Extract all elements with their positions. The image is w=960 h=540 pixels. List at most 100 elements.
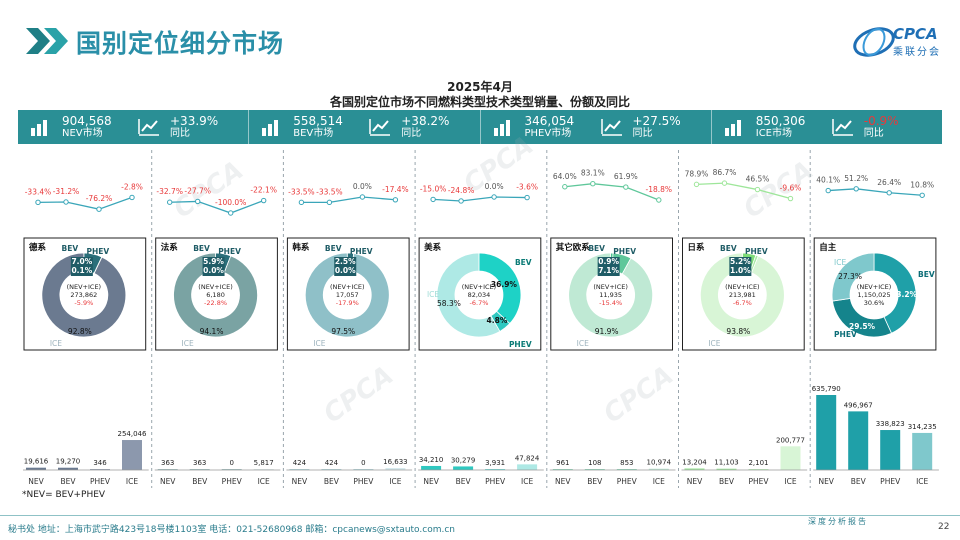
x-tick-label: NEV [292, 477, 308, 486]
growth-label: 78.9% [685, 169, 709, 178]
x-tick-label: BEV [851, 477, 867, 486]
volume-label: 338,823 [876, 420, 905, 428]
volume-label: 16,633 [383, 458, 408, 466]
growth-point [326, 199, 333, 206]
volume-label: 5,817 [254, 459, 274, 467]
volume-bar [880, 430, 901, 470]
x-tick-label: ICE [389, 477, 401, 486]
x-tick-label: BEV [60, 477, 76, 486]
x-tick-label: ICE [653, 477, 665, 486]
volume-label: 10,974 [647, 459, 672, 467]
share-label: 29.5% [849, 322, 876, 331]
growth-label: 61.9% [614, 172, 638, 181]
donut-center-caption: (NEV+ICE) [198, 283, 233, 291]
x-tick-label: BEV [324, 477, 340, 486]
growth-point [129, 194, 135, 201]
x-tick-label: BEV [192, 477, 208, 486]
kpi-label: PHEV市场 [524, 127, 572, 139]
volume-label: 0 [229, 459, 233, 467]
segment-label-phev: PHEV [509, 340, 532, 349]
volume-label: 424 [293, 459, 307, 467]
growth-point [298, 199, 305, 206]
growth-line [696, 182, 791, 200]
volume-label: 0 [361, 459, 365, 467]
growth-point [754, 186, 761, 193]
donut-segment [873, 252, 917, 334]
growth-point [886, 190, 892, 196]
bar-chart-icon [31, 120, 47, 136]
segment-label-phev: PHEV [218, 247, 241, 256]
growth-label: -33.4% [25, 187, 52, 196]
growth-point [458, 198, 464, 204]
donut-segment [478, 252, 522, 325]
segment-label-bev: BEV [720, 244, 737, 253]
donut-center-total: 11,935 [599, 291, 622, 299]
share-label: 27.3% [838, 272, 862, 281]
share-label: 5.2% [730, 257, 751, 266]
volume-label: 19,616 [24, 458, 49, 466]
x-tick-label: NEV [423, 477, 439, 486]
group-name: 美系 [424, 242, 442, 253]
logo-subtitle: 乘联分会 [893, 47, 941, 58]
growth-label: 0.0% [485, 182, 504, 191]
x-tick-label: PHEV [353, 477, 374, 486]
page-title: 国别定位细分市场 [76, 29, 285, 58]
growth-point [721, 180, 728, 186]
group-name: 其它欧系 [556, 242, 591, 253]
volume-bar [780, 446, 801, 470]
kpi-growth: +38.2% [401, 113, 450, 128]
donut-center-growth: -6.7% [470, 299, 489, 307]
share-label: 0.0% [335, 266, 356, 275]
x-tick-label: ICE [521, 477, 533, 486]
kpi-value: 346,054 [524, 113, 575, 128]
group-name: 德系 [29, 242, 47, 253]
growth-label: -3.6% [516, 183, 538, 192]
x-tick-label: BEV [587, 477, 603, 486]
volume-bar [684, 468, 705, 470]
growth-label: -100.0% [215, 198, 246, 207]
growth-point [919, 192, 925, 198]
segment-label-phev: PHEV [350, 247, 373, 256]
trend-icon [138, 119, 159, 136]
share-label: 97.5% [331, 327, 355, 336]
segment-label-bev: BEV [918, 270, 935, 279]
donut-center-caption: (NEV+ICE) [857, 283, 892, 291]
growth-point [562, 184, 568, 190]
chart-title: 各国别定位市场不同燃料类型技术类型销量、份额及同比 [329, 95, 630, 109]
bar-chart-icon [724, 120, 741, 136]
x-tick-label: ICE [916, 477, 928, 486]
volume-label: 363 [193, 459, 206, 467]
x-tick-label: NEV [687, 477, 703, 486]
volume-bar [58, 467, 78, 470]
donut-center-growth: -17.9% [336, 299, 359, 307]
segment-label-ice: ICE [427, 290, 439, 299]
volume-label: 47,824 [515, 454, 540, 462]
growth-point [656, 197, 662, 203]
segment-label-bev: BEV [588, 244, 605, 253]
x-tick-label: BEV [719, 477, 735, 486]
volume-bar [848, 411, 869, 470]
share-label: 0.0% [203, 266, 224, 275]
volume-label: 11,103 [714, 459, 739, 467]
kpi-nev: 904,568 NEV市场 +33.9% 同比 [18, 110, 250, 144]
trend-icon [369, 119, 391, 136]
donut-center-caption: (NEV+ICE) [593, 283, 628, 291]
donut-segment [304, 252, 390, 338]
kpi-label: NEV市场 [62, 127, 103, 139]
donut-segment [699, 252, 785, 338]
donut-segment [41, 252, 127, 338]
donut-center-total: 1,150,025 [858, 291, 891, 299]
growth-point [228, 210, 234, 216]
donut-center-total: 82,034 [468, 291, 491, 299]
x-tick-label: PHEV [222, 477, 243, 486]
volume-label: 2,101 [748, 459, 768, 467]
growth-point [96, 206, 102, 212]
growth-label: -15.0% [420, 184, 447, 193]
chevron-double-icon [26, 28, 68, 54]
growth-point [590, 181, 596, 187]
growth-point [825, 187, 831, 194]
growth-label: -22.1% [250, 186, 277, 195]
growth-label: 46.5% [746, 175, 770, 184]
volume-label: 3,931 [485, 459, 505, 467]
growth-point [853, 186, 859, 192]
